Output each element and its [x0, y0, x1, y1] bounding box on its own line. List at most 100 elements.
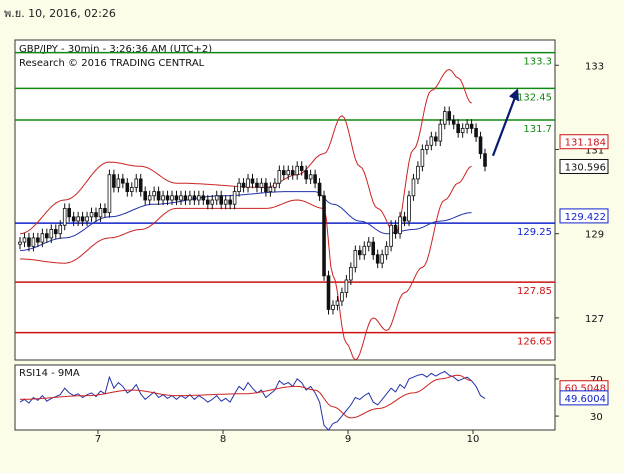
level-label: 131.7: [523, 124, 552, 135]
candle-body: [429, 136, 434, 146]
rsi-plot-area: [14, 364, 556, 431]
candle-body: [237, 182, 241, 192]
x-tick-label: 7: [95, 434, 101, 445]
candle: [170, 190, 174, 206]
candle: [40, 228, 45, 248]
candle: [389, 220, 393, 252]
candle-body: [219, 195, 224, 205]
candle: [129, 182, 134, 197]
candle-body: [313, 174, 317, 184]
candle: [290, 165, 295, 180]
candle: [36, 232, 40, 248]
candle: [429, 131, 434, 151]
candle: [94, 207, 98, 222]
candle: [483, 148, 487, 172]
candle-body: [174, 195, 179, 201]
candle: [179, 190, 183, 206]
y-tick-label: 131: [585, 145, 604, 156]
x-tick-label: 8: [220, 434, 226, 445]
candle: [134, 173, 139, 193]
candle: [147, 190, 152, 206]
bollinger-lower: [19, 165, 472, 361]
candle: [174, 190, 179, 206]
y-tick-label: 127: [585, 314, 604, 325]
candle: [31, 232, 36, 252]
candle: [219, 190, 224, 210]
candle-body: [205, 199, 210, 205]
candle-body: [94, 212, 98, 218]
candle: [98, 203, 103, 222]
candle-body: [170, 195, 174, 201]
candle-body: [317, 182, 322, 197]
candle-body: [210, 199, 215, 205]
candle-body: [384, 245, 389, 256]
candle-body: [304, 170, 308, 180]
candle: [210, 194, 215, 210]
candle: [465, 119, 469, 134]
candle-body: [286, 170, 291, 176]
candle-body: [85, 216, 89, 222]
candle: [112, 169, 116, 193]
candle: [197, 190, 201, 206]
candle-body: [156, 191, 161, 201]
candle: [214, 190, 219, 206]
candle: [366, 237, 371, 252]
candle: [349, 262, 353, 286]
candle: [442, 106, 447, 130]
candle: [326, 270, 331, 315]
candle: [62, 203, 67, 231]
candle: [353, 245, 358, 273]
candle: [402, 211, 407, 227]
main-plot-area: [14, 39, 556, 361]
candle-body: [460, 128, 465, 134]
candle-body: [259, 182, 264, 188]
candle: [18, 237, 22, 250]
candle-body: [192, 195, 197, 201]
candle-body: [366, 241, 371, 247]
candle-body: [27, 237, 31, 247]
candle: [299, 161, 304, 176]
candle: [331, 300, 335, 315]
candle-body: [469, 123, 474, 129]
candle-body: [53, 229, 58, 235]
price-box: [559, 134, 609, 150]
candle: [143, 186, 147, 206]
candle: [304, 165, 308, 184]
candle: [308, 169, 313, 184]
candle-body: [299, 165, 304, 171]
candle: [45, 228, 49, 243]
candle-body: [250, 178, 255, 184]
candle: [121, 173, 125, 189]
candle-body: [281, 170, 286, 176]
candle: [438, 119, 443, 147]
candle: [286, 165, 291, 180]
candle-body: [134, 178, 139, 188]
candle-body: [393, 224, 398, 235]
candle-body: [228, 199, 232, 205]
rsi-title: RSI14 - 9MA: [19, 368, 80, 379]
candle: [125, 178, 130, 197]
candle: [259, 178, 264, 193]
candle: [273, 178, 277, 193]
candle: [340, 287, 344, 307]
candle: [183, 190, 188, 206]
x-tick-label: 9: [345, 434, 351, 445]
candle: [425, 140, 429, 155]
candle-body: [98, 208, 103, 218]
candle: [27, 232, 31, 252]
forecast-arrow: [491, 97, 517, 157]
candle: [407, 190, 411, 227]
forecast-arrowhead: [509, 88, 519, 102]
rsi-ma-line: [19, 374, 472, 419]
price-box-label: 131.184: [565, 138, 606, 149]
candle-body: [425, 144, 429, 150]
level-label: 133.3: [523, 57, 552, 68]
candle: [205, 194, 210, 210]
candle-body: [188, 195, 192, 201]
candle: [384, 241, 389, 260]
candle: [456, 119, 460, 138]
level-label: 126.65: [517, 337, 552, 348]
candle-body: [340, 292, 344, 302]
candle-body: [197, 195, 201, 201]
candle: [398, 211, 402, 239]
